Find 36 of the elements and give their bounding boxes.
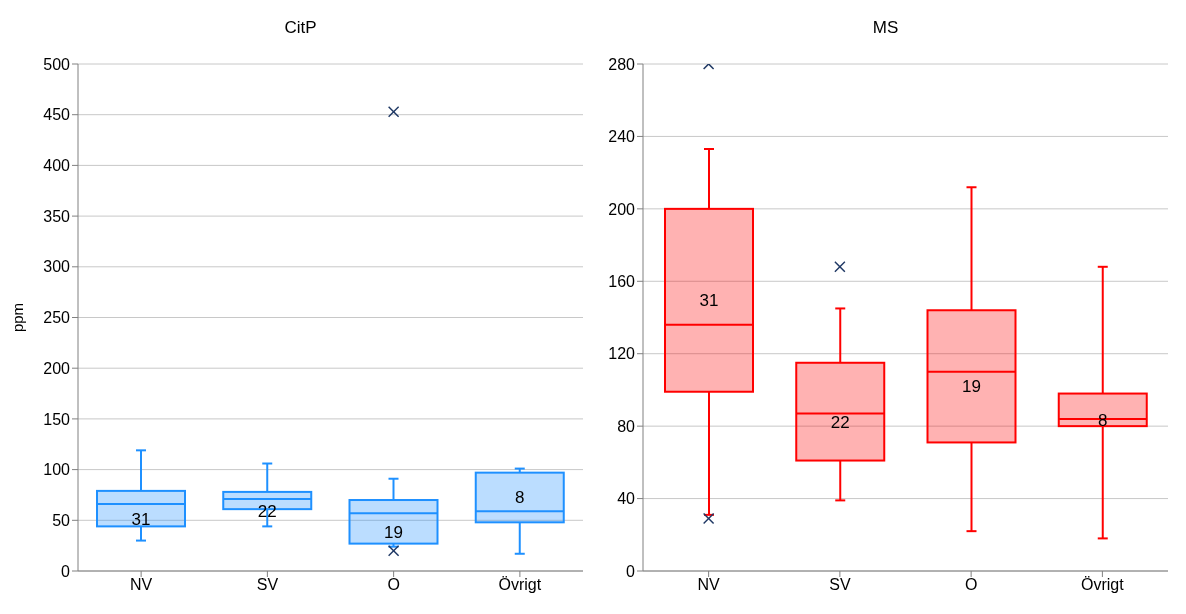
x-tick-label: Övrigt: [1081, 576, 1125, 594]
y-tick-label: 120: [608, 345, 636, 363]
y-tick-label: 280: [608, 55, 636, 73]
x-tick-label: SV: [829, 576, 851, 594]
y-tick-label: 500: [43, 55, 71, 73]
y-tick-label: 200: [43, 359, 71, 377]
y-tick-label: 300: [43, 258, 71, 276]
x-tick-label: SV: [256, 576, 279, 594]
annotation: 31: [699, 291, 719, 311]
y-tick-label: 350: [43, 207, 71, 225]
x-tick-label: Övrigt: [498, 576, 542, 594]
y-tick-label: 0: [61, 562, 71, 580]
y-tick-label: 160: [608, 272, 636, 290]
x-tick-label: NV: [130, 576, 153, 594]
y-tick-label: 50: [52, 511, 71, 529]
chart-title: MS: [871, 18, 900, 38]
y-tick-label: 0: [626, 562, 636, 580]
y-tick-label: 400: [43, 157, 71, 175]
y-tick-label: 80: [617, 417, 636, 435]
y-tick-label: 150: [43, 410, 71, 428]
y-tick-label: 450: [43, 106, 71, 124]
chart-title: CitP: [283, 18, 318, 38]
annotation: 8: [515, 488, 525, 508]
x-tick-label: NV: [697, 576, 721, 594]
y-axis-title: ppm: [9, 302, 27, 333]
x-tick-label: O: [964, 576, 978, 594]
x-tick-label: O: [387, 576, 400, 594]
annotation: 22: [830, 412, 850, 432]
annotation: 31: [131, 509, 151, 529]
y-tick-label: 200: [608, 200, 636, 218]
y-tick-label: 250: [43, 309, 71, 327]
annotation: 19: [384, 522, 403, 542]
annotation: 19: [962, 377, 981, 397]
y-tick-label: 100: [43, 461, 71, 479]
y-tick-label: 240: [608, 128, 636, 146]
y-tick-label: 40: [617, 490, 636, 508]
